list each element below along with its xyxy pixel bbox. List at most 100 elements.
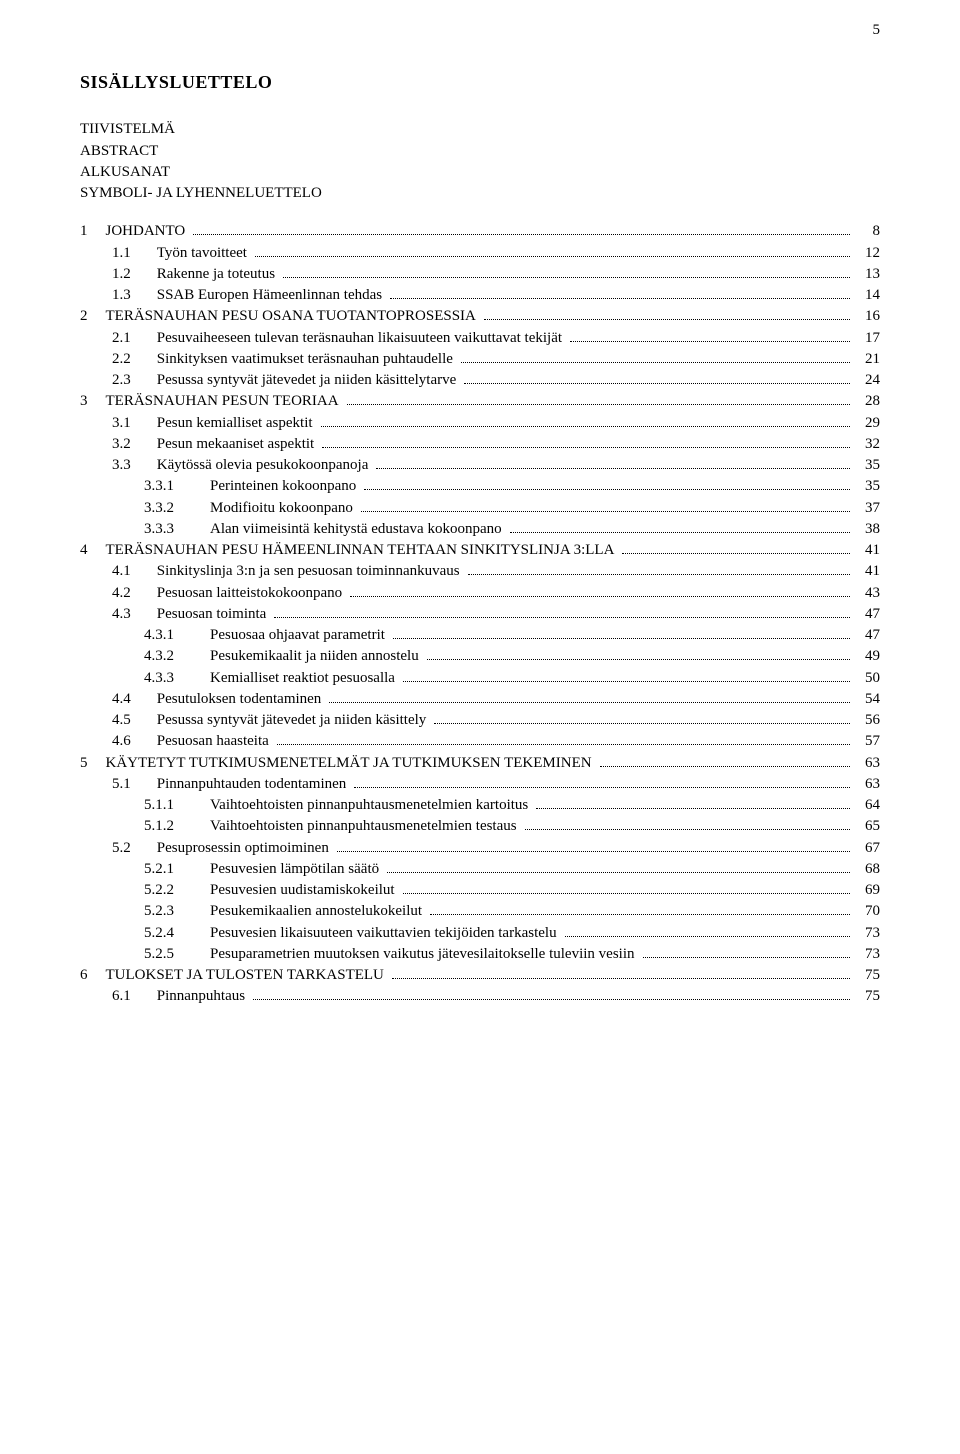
toc-entry: 4.3.1Pesuosaa ohjaavat parametrit47 [80, 625, 880, 645]
toc-entry: 5.2.1Pesuvesien lämpötilan säätö68 [80, 859, 880, 879]
toc-dots [387, 872, 850, 873]
toc-entry-page: 17 [854, 328, 880, 348]
toc-entry-title: Pesuosan toiminta [157, 604, 271, 624]
table-of-contents: 1JOHDANTO81.1Työn tavoitteet121.2Rakenne… [80, 221, 880, 1006]
toc-entry-number: 4.3.3 [144, 668, 178, 688]
toc-entry-number: 1.2 [112, 264, 135, 284]
toc-entry-page: 41 [854, 561, 880, 581]
toc-entry-number: 1 [80, 221, 92, 241]
toc-entry-page: 13 [854, 264, 880, 284]
toc-dots [274, 617, 850, 618]
toc-entry-title: Pesukemikaalit ja niiden annostelu [210, 646, 423, 666]
toc-heading: SISÄLLYSLUETTELO [80, 70, 880, 94]
toc-dots [484, 319, 850, 320]
toc-entry: 2TERÄSNAUHAN PESU OSANA TUOTANTOPROSESSI… [80, 306, 880, 326]
toc-entry-title: TERÄSNAUHAN PESUN TEORIAA [106, 391, 343, 411]
toc-dots [461, 362, 850, 363]
toc-entry-number: 2.2 [112, 349, 135, 369]
toc-entry: 1JOHDANTO8 [80, 221, 880, 241]
toc-entry-page: 50 [854, 668, 880, 688]
toc-entry: 4.6Pesuosan haasteita57 [80, 731, 880, 751]
toc-entry-page: 35 [854, 476, 880, 496]
toc-entry: 4TERÄSNAUHAN PESU HÄMEENLINNAN TEHTAAN S… [80, 540, 880, 560]
toc-entry-number: 5.1.2 [144, 816, 178, 836]
toc-entry-title: Kemialliset reaktiot pesuosalla [210, 668, 399, 688]
toc-entry-page: 65 [854, 816, 880, 836]
toc-dots [570, 341, 850, 342]
toc-entry-title: Sinkityksen vaatimukset teräsnauhan puht… [157, 349, 457, 369]
toc-entry-number: 3.2 [112, 434, 135, 454]
toc-entry-page: 35 [854, 455, 880, 475]
toc-entry-title: Pesutuloksen todentaminen [157, 689, 326, 709]
toc-entry-number: 5.2 [112, 838, 135, 858]
toc-entry-number: 4.5 [112, 710, 135, 730]
toc-dots [329, 702, 850, 703]
toc-entry-page: 67 [854, 838, 880, 858]
prelist-item: ALKUSANAT [80, 162, 880, 182]
toc-entry: 5.2.2Pesuvesien uudistamiskokeilut69 [80, 880, 880, 900]
toc-dots [392, 978, 850, 979]
toc-entry-title: Työn tavoitteet [157, 243, 251, 263]
toc-entry-number: 5.2.4 [144, 923, 178, 943]
toc-entry-title: Vaihtoehtoisten pinnanpuhtausmenetelmien… [210, 816, 521, 836]
prelist: TIIVISTELMÄ ABSTRACT ALKUSANAT SYMBOLI- … [80, 119, 880, 203]
toc-entry-number: 5.2.2 [144, 880, 178, 900]
toc-dots [193, 234, 850, 235]
toc-entry-title: Pesuprosessin optimoiminen [157, 838, 333, 858]
toc-dots [536, 808, 850, 809]
toc-dots [376, 468, 850, 469]
toc-entry-page: 28 [854, 391, 880, 411]
toc-dots [464, 383, 850, 384]
toc-entry-title: Pesuosan laitteistokokoonpano [157, 583, 346, 603]
toc-entry-title: Sinkityslinja 3:n ja sen pesuosan toimin… [157, 561, 464, 581]
toc-entry-number: 4.3.2 [144, 646, 178, 666]
toc-entry-number: 5 [80, 753, 92, 773]
toc-entry: 3.3.3Alan viimeisintä kehitystä edustava… [80, 519, 880, 539]
toc-entry-number: 5.1.1 [144, 795, 178, 815]
toc-entry: 3TERÄSNAUHAN PESUN TEORIAA28 [80, 391, 880, 411]
toc-entry-page: 75 [854, 986, 880, 1006]
toc-entry-page: 64 [854, 795, 880, 815]
toc-entry-title: KÄYTETYT TUTKIMUSMENETELMÄT JA TUTKIMUKS… [106, 753, 596, 773]
toc-entry: 6TULOKSET JA TULOSTEN TARKASTELU75 [80, 965, 880, 985]
toc-entry-title: Vaihtoehtoisten pinnanpuhtausmenetelmien… [210, 795, 532, 815]
toc-dots [430, 914, 850, 915]
toc-entry: 1.3SSAB Europen Hämeenlinnan tehdas14 [80, 285, 880, 305]
page-number: 5 [873, 20, 881, 40]
toc-dots [337, 851, 850, 852]
toc-entry: 5.2.3Pesukemikaalien annostelukokeilut70 [80, 901, 880, 921]
toc-entry-number: 3.3.2 [144, 498, 178, 518]
toc-entry: 5.2 Pesuprosessin optimoiminen 67 [80, 838, 880, 858]
toc-entry-page: 8 [854, 221, 880, 241]
toc-dots [277, 744, 850, 745]
toc-entry-number: 5.1 [112, 774, 135, 794]
toc-entry: 4.4Pesutuloksen todentaminen54 [80, 689, 880, 709]
toc-entry: 4.1 Sinkityslinja 3:n ja sen pesuosan toi… [80, 561, 880, 581]
toc-entry-title: Pesun kemialliset aspektit [157, 413, 317, 433]
toc-entry-page: 24 [854, 370, 880, 390]
toc-entry: 5.1.1 Vaihtoehtoisten pinnanpuhtausmenete… [80, 795, 880, 815]
toc-entry-page: 43 [854, 583, 880, 603]
toc-dots [427, 659, 850, 660]
toc-entry-number: 5.2.5 [144, 944, 178, 964]
toc-entry-page: 47 [854, 625, 880, 645]
toc-entry-title: Pinnanpuhtaus [157, 986, 249, 1006]
toc-entry-number: 4.1 [112, 561, 135, 581]
toc-entry: 5.1Pinnanpuhtauden todentaminen63 [80, 774, 880, 794]
toc-entry-title: Pesussa syntyvät jätevedet ja niiden käs… [157, 370, 461, 390]
toc-dots [354, 787, 850, 788]
toc-entry-page: 73 [854, 923, 880, 943]
toc-entry-number: 1.1 [112, 243, 135, 263]
toc-dots [468, 574, 850, 575]
toc-entry: 2.3Pesussa syntyvät jätevedet ja niiden … [80, 370, 880, 390]
toc-entry-title: Pesuosaa ohjaavat parametrit [210, 625, 389, 645]
toc-entry-number: 2 [80, 306, 92, 326]
toc-entry-page: 12 [854, 243, 880, 263]
toc-entry-number: 3.1 [112, 413, 135, 433]
toc-entry: 6.1Pinnanpuhtaus75 [80, 986, 880, 1006]
toc-entry: 1.1 Työn tavoitteet 12 [80, 243, 880, 263]
toc-entry: 3.2Pesun mekaaniset aspektit32 [80, 434, 880, 454]
toc-entry: 1.2Rakenne ja toteutus13 [80, 264, 880, 284]
toc-entry-title: Pesukemikaalien annostelukokeilut [210, 901, 426, 921]
toc-entry-page: 68 [854, 859, 880, 879]
